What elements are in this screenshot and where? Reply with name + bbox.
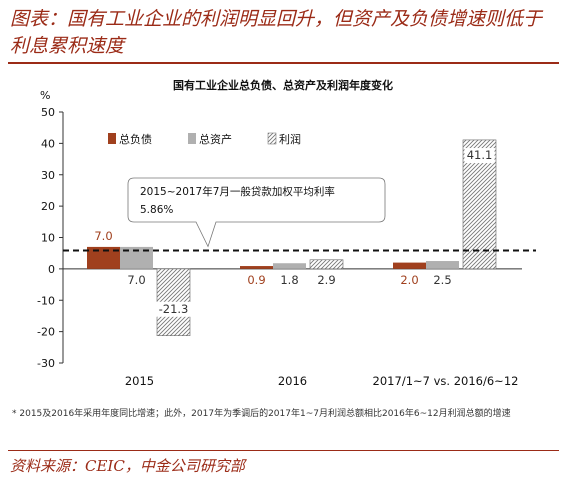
legend-swatch [188, 133, 196, 144]
footnote: * 2015及2016年采用年度同比增速；此外，2017年为季调后的2017年1… [12, 409, 511, 419]
bar-profit [309, 259, 344, 270]
category-label: 2016 [278, 374, 307, 388]
bar-liabilities [240, 266, 273, 269]
legend-swatch [267, 132, 277, 145]
value-label-bg [464, 148, 495, 164]
source-note: 资料来源：CEIC，中金公司研究部 [10, 457, 245, 475]
figure-title: 图表：国有工业企业的利润明显回升，但资产及负债增速则低于利息累积速度 [10, 8, 543, 57]
bar-liabilities [393, 262, 426, 269]
y-axis-unit: % [40, 89, 50, 102]
bar-assets [273, 263, 306, 269]
bar-assets [120, 246, 153, 269]
y-tick-label: 10 [41, 232, 55, 245]
title-divider [8, 62, 559, 64]
y-tick-label: -20 [37, 326, 55, 339]
y-tick-label: 30 [41, 169, 55, 182]
legend-label: 总负债 [119, 132, 152, 146]
value-label-bg [156, 301, 191, 317]
callout-box [127, 177, 386, 248]
value-label: 1.8 [280, 273, 298, 287]
value-label: 2.0 [400, 273, 418, 287]
value-label: 2.9 [317, 273, 335, 287]
chart-container: 国有工业企业总负债、总资产及利润年度变化 % -30 -20 -10 0 10 20 30 4… [0, 70, 567, 410]
y-tick-label: 40 [41, 137, 55, 150]
value-label: 0.9 [247, 273, 265, 287]
value-labels-group: 7.0 7.0 -21.3 0.9 1.8 2.9 2.0 2.5 41.1 [94, 148, 495, 317]
value-label: -21.3 [159, 302, 189, 316]
y-tick-label: 20 [41, 200, 55, 213]
y-tick-label: -30 [37, 357, 55, 370]
legend: 总负债 总资产 利润 [108, 132, 301, 146]
legend-label: 利润 [279, 132, 301, 146]
y-tick-label: 50 [41, 106, 55, 119]
legend-swatch [108, 133, 116, 144]
value-label: 41.1 [467, 148, 493, 162]
category-labels-group: 2015 2016 2017/1~7 vs. 2016/6~12 [125, 374, 519, 388]
annotation-line1: 2015~2017年7月一般贷款加权平均利率 [140, 185, 335, 198]
y-tick-label: 0 [48, 263, 55, 276]
category-label: 2015 [125, 374, 154, 388]
value-label: 2.5 [433, 273, 451, 287]
bar-assets [426, 261, 459, 269]
annotation-callout: 2015~2017年7月一般贷款加权平均利率 5.86% [127, 177, 386, 248]
chart-title: 国有工业企业总负债、总资产及利润年度变化 [173, 78, 393, 92]
value-label: 7.0 [94, 229, 112, 243]
category-label: 2017/1~7 vs. 2016/6~12 [373, 374, 519, 388]
legend-label: 总资产 [199, 132, 232, 146]
y-tick-label: -10 [37, 294, 55, 307]
annotation-line2: 5.86% [140, 204, 173, 216]
bar-liabilities [87, 246, 120, 269]
footer-divider [8, 450, 559, 451]
value-label: 7.0 [127, 273, 145, 287]
bar-chart: 国有工业企业总负债、总资产及利润年度变化 % -30 -20 -10 0 10 20 30 4… [0, 70, 567, 410]
